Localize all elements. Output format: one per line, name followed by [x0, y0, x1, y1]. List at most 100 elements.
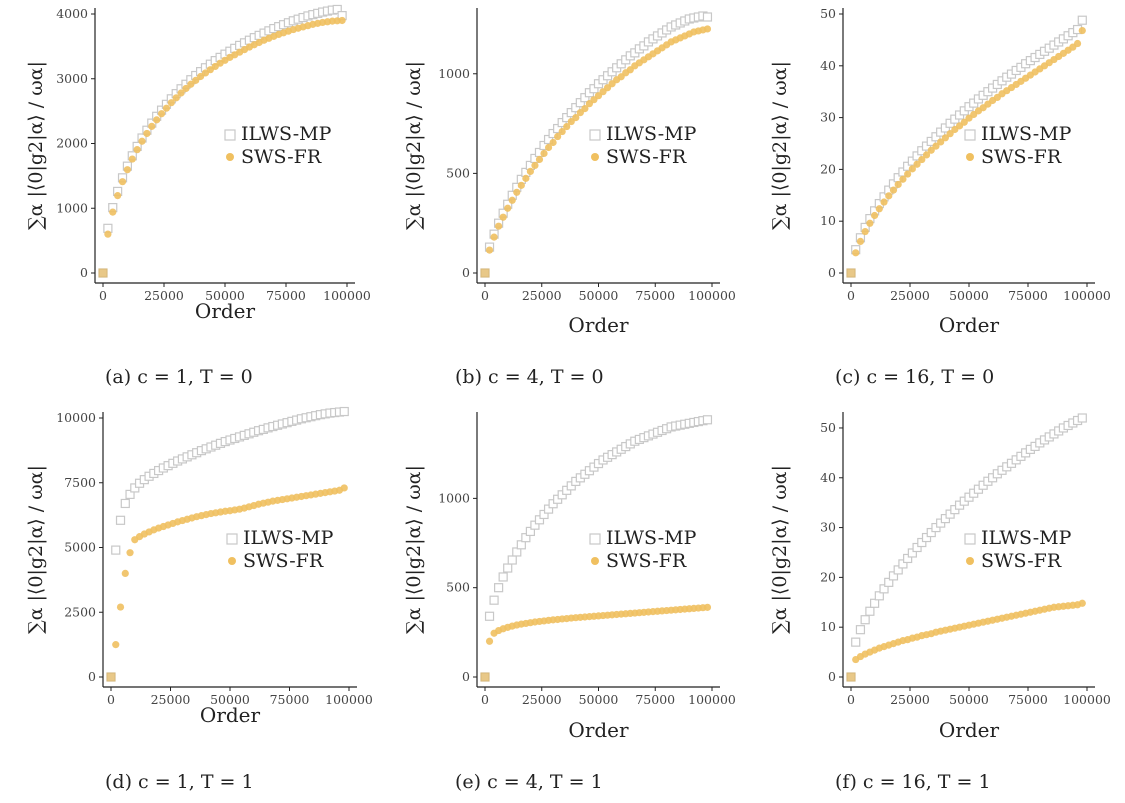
sws-fr-point: [167, 99, 175, 107]
ilws-mp-point: [874, 591, 884, 601]
sws-fr-point: [894, 180, 902, 189]
y-axis-label: ∑α |⟨0|g2|α⟩ / ωα|: [25, 61, 47, 230]
legend-square-icon: [589, 129, 601, 141]
ilws-mp-point: [494, 583, 504, 593]
origin-point: [98, 268, 108, 278]
y-tick-label: 30: [820, 520, 836, 535]
legend-label-sws-fr: SWS-FR: [241, 146, 322, 168]
x-axis-label: Order: [568, 718, 629, 742]
sws-fr-point: [340, 484, 348, 492]
legend-circle-icon: [226, 153, 234, 161]
y-axis-label: ∑α |⟨0|g2|α⟩ / ωα|: [769, 465, 791, 634]
x-axis-label: Order: [939, 718, 1000, 742]
y-tick-label: 1000: [56, 200, 88, 215]
chart-panel-c: 0 25000 50000 75000 100000 0 10 20 30 40 50 Order ∑α…: [769, 6, 1111, 388]
x-tick-label: 0: [481, 288, 489, 303]
sws-fr-point: [1078, 599, 1086, 607]
legend-circle-icon: [228, 557, 236, 565]
legend-label-sws-fr: SWS-FR: [606, 146, 687, 168]
ilws-mp-point: [907, 548, 917, 558]
x-tick-label: 50000: [210, 692, 250, 707]
sws-fr-point: [338, 16, 346, 25]
sws-fr-point: [871, 211, 879, 220]
y-tick-label: 0: [462, 265, 470, 280]
y-axis-label: ∑α |⟨0|g2|α⟩ / ωα|: [25, 465, 47, 634]
sws-fr-point: [490, 233, 498, 241]
y-tick-label: 0: [462, 669, 470, 684]
legend-circle-icon: [591, 557, 599, 565]
sws-fr-point: [1073, 39, 1082, 48]
y-tick-label: 500: [446, 580, 470, 595]
x-tick-label: 0: [107, 692, 115, 707]
x-axis-label: Order: [939, 313, 1000, 337]
ilws-mp-point: [898, 559, 908, 569]
x-tick-label: 0: [99, 288, 107, 303]
sws-fr-point: [703, 25, 712, 33]
ilws-mp-point: [926, 527, 936, 538]
legend-square-icon: [964, 533, 976, 545]
sws-fr-point: [554, 132, 562, 141]
sws-fr-point: [937, 138, 945, 146]
sws-fr-point: [856, 237, 865, 246]
y-tick-label: 1000: [438, 66, 470, 81]
y-tick-label: 10: [820, 619, 836, 634]
sws-fr-point: [143, 129, 151, 138]
sws-fr-point: [182, 84, 190, 93]
ilws-mp-point: [865, 606, 875, 616]
ilws-mp-point: [903, 553, 913, 564]
ilws-mp-point: [879, 584, 889, 594]
x-tick-label: 100000: [688, 288, 736, 303]
chart-panel-d: 0 25000 50000 75000 100000 0 2500 5000 7500 10000…: [25, 406, 373, 793]
series-sws-fr: [481, 25, 712, 277]
x-tick-label: 75000: [270, 692, 310, 707]
sws-fr-point: [499, 213, 507, 221]
y-tick-label: 30: [820, 110, 836, 125]
y-tick-label: 3000: [56, 71, 88, 86]
x-tick-label: 100000: [325, 692, 373, 707]
legend-square-icon: [964, 129, 976, 141]
sws-fr-point: [866, 219, 874, 227]
x-axis-label: Order: [195, 299, 256, 323]
ilws-mp-point: [339, 406, 349, 417]
ilws-mp-point: [893, 565, 903, 575]
sws-fr-point: [563, 122, 571, 131]
series-sws-fr: [847, 26, 1086, 277]
sws-fr-point: [118, 178, 127, 186]
ilws-mp-point: [912, 542, 922, 553]
series-ilws-mp: [480, 415, 713, 682]
x-tick-label: 75000: [1008, 288, 1048, 303]
sws-fr-point: [513, 188, 521, 196]
sws-fr-point: [544, 143, 553, 152]
ilws-mp-point: [926, 136, 936, 147]
y-axis-label: ∑α |⟨0|g2|α⟩ / ωα|: [769, 61, 791, 230]
ilws-mp-point: [869, 598, 880, 608]
origin-point: [480, 672, 490, 682]
y-tick-label: 2000: [56, 136, 88, 151]
y-tick-label: 0: [80, 265, 88, 280]
legend-label-ilws-mp: ILWS-MP: [241, 123, 332, 145]
ilws-mp-point: [921, 141, 932, 151]
legend-label-ilws-mp: ILWS-MP: [981, 527, 1072, 549]
sws-fr-point: [922, 151, 931, 159]
x-tick-label: 75000: [1008, 692, 1048, 707]
sws-fr-point: [889, 186, 898, 194]
legend-label-ilws-mp: ILWS-MP: [606, 527, 697, 549]
sws-fr-point: [558, 127, 566, 136]
legend-label-ilws-mp: ILWS-MP: [606, 123, 697, 145]
legend-label-ilws-mp: ILWS-MP: [243, 527, 334, 549]
ilws-mp-point: [130, 483, 140, 493]
legend-label-ilws-mp: ILWS-MP: [981, 123, 1072, 145]
legend-square-icon: [226, 533, 238, 545]
y-tick-label: 50: [820, 420, 836, 435]
sws-fr-point: [504, 204, 512, 212]
sws-fr-point: [535, 155, 544, 164]
y-tick-label: 10000: [56, 410, 96, 425]
ilws-mp-point: [702, 12, 713, 22]
x-axis-label: Order: [568, 313, 629, 337]
panel-caption: (a) c = 1, T = 0: [105, 366, 253, 388]
